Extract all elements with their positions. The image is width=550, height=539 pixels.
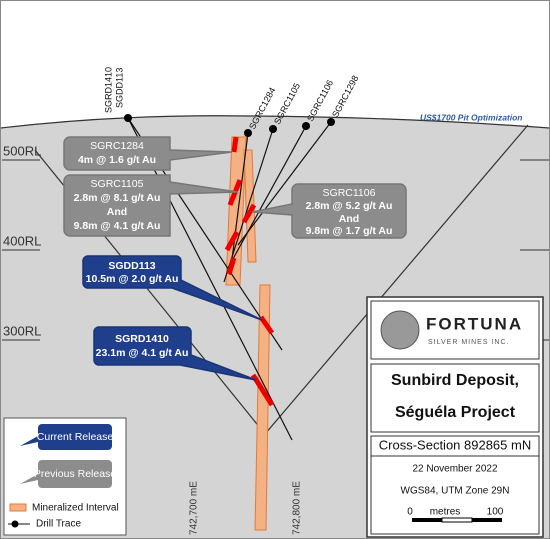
hole-label: SGRD1410 [103,67,113,113]
callout-text: 10.5m @ 2.0 g/t Au [86,273,179,285]
surface [0,115,550,129]
panel-title: Séguéla Project [395,404,516,421]
legend-current: Current Release [37,431,114,443]
rl-label: 500RL [3,143,41,158]
callout-text: 9.8m @ 4.1 g/t Au [74,220,161,232]
callout-title: SGRC1105 [91,178,144,190]
info-panel [366,296,544,538]
callout-text: 9.8m @ 1.7 g/t Au [306,225,393,237]
legend-previous: Previous Release [34,468,116,480]
callout-title: SGRC1106 [323,187,376,199]
legend [3,417,127,536]
scale-start: 0 [407,507,413,518]
ore-body [225,136,247,286]
callout-text: 4m @ 1.6 g/t Au [78,154,156,166]
date: 22 November 2022 [412,464,497,475]
easting-label: 742,700 mE [189,481,200,535]
callouts [63,136,407,381]
scale-end: 100 [487,507,504,518]
callout-text: 23.1m @ 4.1 g/t Au [96,347,189,359]
callout-text: And [107,206,127,218]
callout-title: SGRD1410 [115,333,169,345]
section: Cross-Section 892865 mN [379,437,531,452]
legend-mineralized: Mineralized Interval [32,503,119,514]
collars [124,114,335,137]
panel-title: Sunbird Deposit, [391,372,519,389]
logo-sub: SILVER MINES INC. [428,339,509,346]
hole-label: SGDD113 [114,68,124,108]
legend-drill: Drill Trace [36,519,81,530]
callout-text: 2.8m @ 5.2 g/t Au [306,200,393,212]
pit-label: US$1700 Pit Optimization [420,112,523,122]
projection: WGS84, UTM Zone 29N [401,486,510,497]
callout-title: SGDD113 [108,260,155,272]
callout-text: 2.8m @ 8.1 g/t Au [74,192,161,204]
ore-body [254,284,271,531]
drill-traces [127,117,332,441]
callout-text: And [339,213,359,225]
rl-label: 300RL [3,323,41,338]
logo-name: FORTUNA [426,314,523,333]
rl-label: 400RL [3,233,41,248]
callout-title: SGRC1284 [90,140,144,152]
easting-label: 742,800 mE [292,481,303,535]
scale-unit: metres [430,507,461,518]
